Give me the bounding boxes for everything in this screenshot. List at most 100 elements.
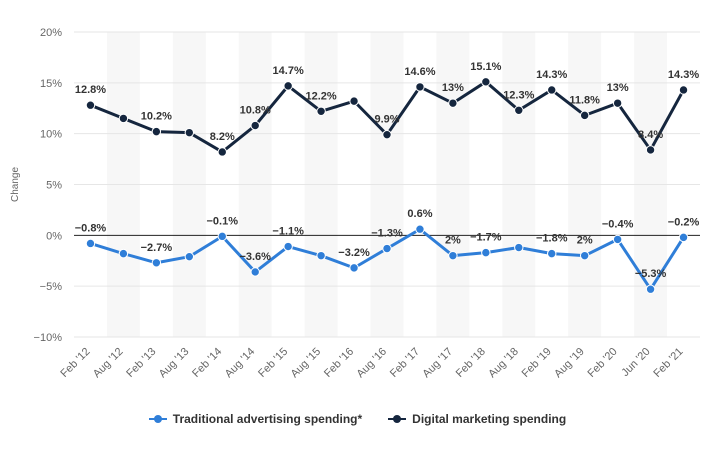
data-label: 12.3%	[503, 89, 534, 101]
x-tick-label: Aug '19	[552, 346, 587, 381]
data-point	[415, 224, 425, 234]
x-tick-label: Feb '20	[586, 346, 620, 380]
data-label: 14.6%	[404, 66, 435, 78]
x-tick-label: Feb '14	[190, 346, 224, 380]
data-point	[184, 251, 195, 262]
data-label: −1.3%	[371, 228, 403, 240]
data-point	[678, 85, 689, 95]
y-tick-label: −10%	[34, 332, 63, 344]
data-label: 2%	[445, 235, 461, 247]
data-point	[382, 243, 392, 254]
data-point	[283, 241, 293, 252]
data-label: −1.8%	[536, 233, 568, 245]
legend-marker-icon	[148, 414, 167, 424]
data-point	[250, 120, 260, 131]
x-tick-label: Aug '17	[420, 346, 455, 381]
data-label: −0.2%	[668, 216, 700, 228]
legend-label-traditional: Traditional advertising spending*	[172, 412, 363, 426]
data-label: 10.2%	[141, 111, 172, 123]
data-point	[415, 82, 425, 92]
x-tick-label: Aug '13	[157, 346, 192, 381]
data-label: 14.7%	[273, 65, 304, 77]
data-point	[151, 258, 162, 268]
x-tick-label: Feb '17	[388, 346, 422, 380]
data-point	[217, 231, 227, 242]
data-label: −0.4%	[602, 218, 634, 230]
x-tick-label: Aug '14	[223, 346, 258, 381]
legend: Traditional advertising spending* Digita…	[0, 412, 715, 426]
x-tick-label: Feb '21	[651, 346, 685, 380]
data-label: 13%	[442, 82, 464, 94]
data-label: 11.8%	[569, 94, 600, 106]
y-tick-label: 10%	[40, 129, 62, 141]
data-label: −1.7%	[470, 232, 502, 244]
data-point	[349, 96, 359, 106]
data-point	[612, 98, 623, 108]
data-point	[579, 250, 590, 261]
data-point	[678, 232, 689, 243]
data-point	[645, 284, 656, 294]
data-label: 12.8%	[75, 84, 106, 96]
data-point	[349, 263, 359, 273]
data-label: 9.9%	[374, 114, 399, 126]
data-label: −1.1%	[272, 226, 304, 238]
data-label: 10.8%	[240, 105, 271, 117]
y-tick-label: 15%	[40, 78, 62, 90]
data-point	[448, 98, 458, 108]
y-tick-label: 0%	[46, 230, 62, 242]
data-label: −0.1%	[207, 215, 239, 227]
x-tick-label: Aug '15	[289, 346, 324, 381]
data-point	[118, 248, 129, 259]
data-point	[481, 247, 491, 258]
data-label: 2%	[577, 235, 593, 247]
data-label: −3.6%	[239, 251, 271, 263]
legend-item-traditional[interactable]: Traditional advertising spending*	[148, 412, 363, 426]
data-point	[85, 238, 96, 249]
x-tick-label: Aug '16	[354, 346, 389, 381]
data-point	[151, 126, 162, 137]
x-tick-label: Feb '16	[322, 346, 356, 380]
x-tick-label: Aug '18	[486, 346, 521, 381]
data-point	[184, 127, 195, 138]
x-tick-label: Feb '13	[124, 346, 158, 380]
data-point	[448, 250, 458, 261]
legend-label-digital: Digital marketing spending	[412, 412, 567, 426]
data-point	[481, 77, 491, 87]
data-point	[514, 242, 524, 253]
data-point	[217, 147, 227, 157]
data-label: −5.3%	[635, 268, 667, 280]
data-point	[579, 110, 590, 121]
data-point	[514, 105, 524, 115]
y-tick-label: −5%	[40, 281, 63, 293]
data-label: 0.6%	[407, 208, 432, 220]
data-point	[645, 145, 656, 155]
x-tick-label: Feb '18	[454, 346, 488, 380]
data-point	[85, 100, 96, 110]
data-label: −3.2%	[338, 247, 370, 259]
y-tick-label: 20%	[40, 27, 62, 39]
x-tick-label: Feb '12	[58, 346, 92, 380]
data-label: −0.8%	[75, 222, 107, 234]
data-label: 8.4%	[638, 129, 663, 141]
data-label: 8.2%	[210, 131, 235, 143]
data-label: 14.3%	[668, 69, 699, 81]
data-point	[250, 267, 260, 277]
data-label: −2.7%	[141, 242, 173, 254]
data-point	[382, 129, 392, 140]
x-tick-label: Jun '20	[619, 346, 652, 379]
data-label: 14.3%	[536, 69, 567, 81]
data-point	[283, 81, 293, 91]
y-axis-label: Change	[10, 167, 21, 202]
data-point	[118, 113, 129, 124]
data-label: 12.2%	[306, 90, 337, 102]
data-point	[547, 85, 557, 95]
data-point	[316, 106, 326, 117]
data-point	[612, 234, 623, 245]
legend-marker-icon	[388, 414, 407, 424]
data-point	[316, 250, 326, 261]
data-label: 15.1%	[470, 61, 501, 73]
x-tick-label: Aug '12	[91, 346, 126, 381]
legend-item-digital[interactable]: Digital marketing spending	[388, 412, 566, 426]
